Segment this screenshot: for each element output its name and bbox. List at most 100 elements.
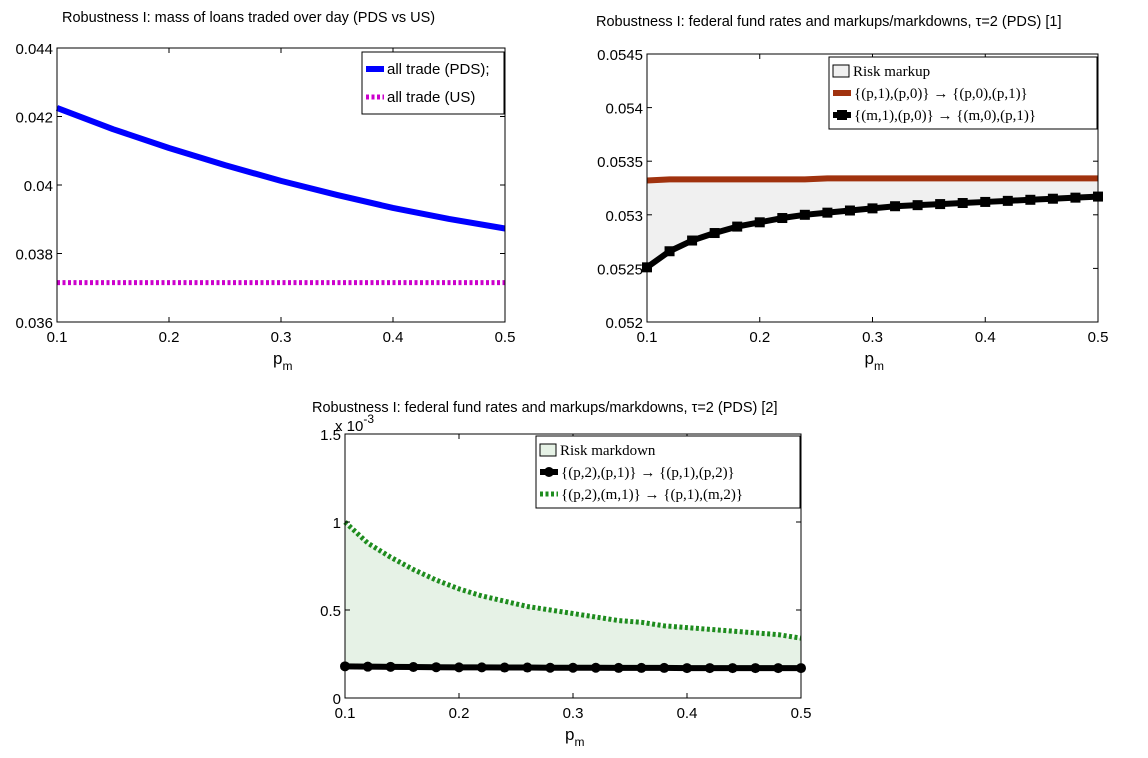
data-point <box>1070 192 1081 203</box>
data-point <box>773 663 784 674</box>
x-tick-label: 0.4 <box>677 705 698 722</box>
legend-label: all trade (PDS); <box>387 61 490 78</box>
y-multiplier: x 10-3 <box>335 412 374 435</box>
legend-label: {(p,2),(p,1)} → {(p,1),(p,2)} <box>561 465 735 481</box>
legend-label: Risk markup <box>853 64 930 80</box>
legend-label: {(p,1),(p,0)} → {(p,0),(p,1)} <box>854 86 1028 102</box>
y-tick-label: 0.044 <box>15 41 53 58</box>
data-point <box>408 662 419 673</box>
data-point <box>682 663 692 674</box>
data-point <box>431 662 442 673</box>
y-tick-label: 0.04 <box>24 178 53 195</box>
data-point <box>454 662 464 673</box>
legend: Risk markdown {(p,2),(p,1)} → {(p,1),(p,2… <box>535 435 801 509</box>
data-point <box>362 661 373 672</box>
x-axis-label: pm <box>273 349 292 373</box>
x-tick-label: 0.2 <box>159 329 180 346</box>
x-tick-label: 0.2 <box>449 705 470 722</box>
data-point <box>704 663 715 674</box>
data-point <box>476 662 487 673</box>
legend-box <box>535 435 801 509</box>
data-point <box>867 203 878 214</box>
x-tick-label: 0.4 <box>383 329 404 346</box>
data-point <box>1025 194 1036 205</box>
chart-title: Robustness I: federal fund rates and mar… <box>312 400 778 416</box>
x-tick-label: 0.1 <box>335 705 356 722</box>
legend-box <box>828 56 1098 130</box>
data-point <box>613 662 624 673</box>
data-point <box>687 235 698 246</box>
data-point <box>545 662 556 673</box>
x-tick-label: 0.5 <box>1088 329 1109 346</box>
series-line-1 <box>55 105 506 232</box>
data-point <box>709 228 720 239</box>
data-point <box>890 201 901 212</box>
data-point <box>499 662 510 673</box>
data-point <box>754 217 765 228</box>
y-tick-label: 0.054 <box>605 101 643 118</box>
legend-swatch <box>832 64 850 78</box>
y-tick-label: 1.5 <box>320 427 341 444</box>
data-point <box>590 662 601 673</box>
y-tick-label: 0.0525 <box>597 261 643 278</box>
legend-swatch <box>539 443 557 457</box>
y-tick-label: 0.036 <box>15 315 53 332</box>
x-tick-label: 0.1 <box>47 329 68 346</box>
legend: Risk markup {(p,1),(p,0)} → {(p,0),(p,1)}… <box>828 56 1098 130</box>
x-tick-label: 0.1 <box>637 329 658 346</box>
y-tick-label: 1 <box>333 515 341 532</box>
fill-area <box>345 522 801 669</box>
data-point <box>935 199 946 210</box>
legend-label: all trade (US) <box>387 89 475 106</box>
x-tick-label: 0.3 <box>563 705 584 722</box>
data-point <box>799 209 810 220</box>
series-line-2 <box>343 520 802 641</box>
data-point <box>568 662 578 673</box>
data-point <box>777 213 788 224</box>
legend-label: {(m,1),(p,0)} → {(m,0),(p,1)} <box>854 108 1036 124</box>
y-tick-label: 0 <box>333 691 341 708</box>
x-tick-label: 0.3 <box>271 329 292 346</box>
legend-marker <box>837 110 847 120</box>
data-point <box>750 663 761 674</box>
chart-panel-3: Robustness I: federal fund rates and mar… <box>312 400 811 749</box>
chart-panel-2: Robustness I: federal fund rates and mar… <box>596 14 1108 373</box>
x-axis-label: pm <box>865 349 884 373</box>
x-axis-label: pm <box>565 725 584 749</box>
series-line-1 <box>646 175 1098 184</box>
data-point <box>664 246 675 257</box>
data-point <box>727 663 738 674</box>
chart-panel-1: Robustness I: mass of loans traded over … <box>15 10 515 373</box>
legend: all trade (PDS); all trade (US) <box>361 51 505 115</box>
data-point <box>957 198 968 209</box>
data-point <box>659 662 670 673</box>
legend-marker <box>544 467 554 477</box>
y-tick-label: 0.5 <box>320 603 341 620</box>
data-point <box>522 662 533 673</box>
x-tick-label: 0.5 <box>791 705 812 722</box>
data-point <box>912 200 923 211</box>
y-tick-label: 0.0535 <box>597 154 643 171</box>
chart-title: Robustness I: mass of loans traded over … <box>62 10 435 26</box>
data-point <box>732 221 743 232</box>
legend-box <box>361 51 505 115</box>
x-tick-label: 0.2 <box>749 329 770 346</box>
y-tick-label: 0.042 <box>15 110 53 127</box>
data-point <box>385 661 396 672</box>
y-tick-label: 0.052 <box>605 315 643 332</box>
data-point <box>822 207 833 218</box>
legend-label: Risk markdown <box>560 443 656 459</box>
x-tick-label: 0.4 <box>975 329 996 346</box>
x-tick-label: 0.5 <box>495 329 516 346</box>
data-point <box>980 196 991 207</box>
legend-label: {(p,2),(m,1)} → {(p,1),(m,2)} <box>561 487 743 503</box>
data-point <box>844 205 855 216</box>
y-tick-label: 0.038 <box>15 247 53 264</box>
data-point <box>1047 193 1058 204</box>
y-tick-label: 0.0545 <box>597 47 643 64</box>
data-point <box>636 662 647 673</box>
y-tick-label: 0.053 <box>605 208 643 225</box>
data-point <box>1002 195 1013 206</box>
chart-title: Robustness I: federal fund rates and mar… <box>596 14 1062 30</box>
